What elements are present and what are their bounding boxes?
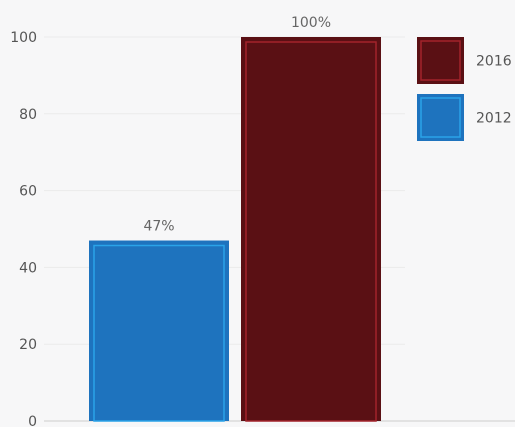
bars (89, 37, 381, 422)
legend-label-2012: 2012 (476, 111, 512, 127)
y-tick-label-80: 80 (19, 107, 37, 123)
bar-2016-inner-border (245, 41, 377, 422)
bar-2012-inner-border (93, 244, 225, 422)
legend-swatch-2012 (417, 94, 464, 141)
y-axis: 0 20 40 60 80 100 (10, 30, 37, 427)
bar-2016 (241, 37, 381, 421)
data-label-2016: 100% (291, 15, 331, 31)
y-tick-label-0: 0 (28, 414, 37, 427)
y-tick-label-60: 60 (19, 184, 37, 200)
legend-swatch-2016 (417, 37, 464, 84)
data-label-2012: 47% (143, 219, 174, 235)
bar-2012 (89, 240, 229, 421)
legend-label-2016: 2016 (476, 54, 512, 70)
data-labels: 47% 100% (143, 15, 331, 235)
legend-swatch-2016-inner-border (420, 40, 461, 81)
legend: 2016 2012 (417, 37, 512, 141)
y-tick-label-100: 100 (10, 30, 37, 46)
y-tick-label-40: 40 (19, 260, 37, 276)
legend-swatch-2012-inner-border (420, 97, 461, 138)
y-tick-label-20: 20 (19, 337, 37, 353)
